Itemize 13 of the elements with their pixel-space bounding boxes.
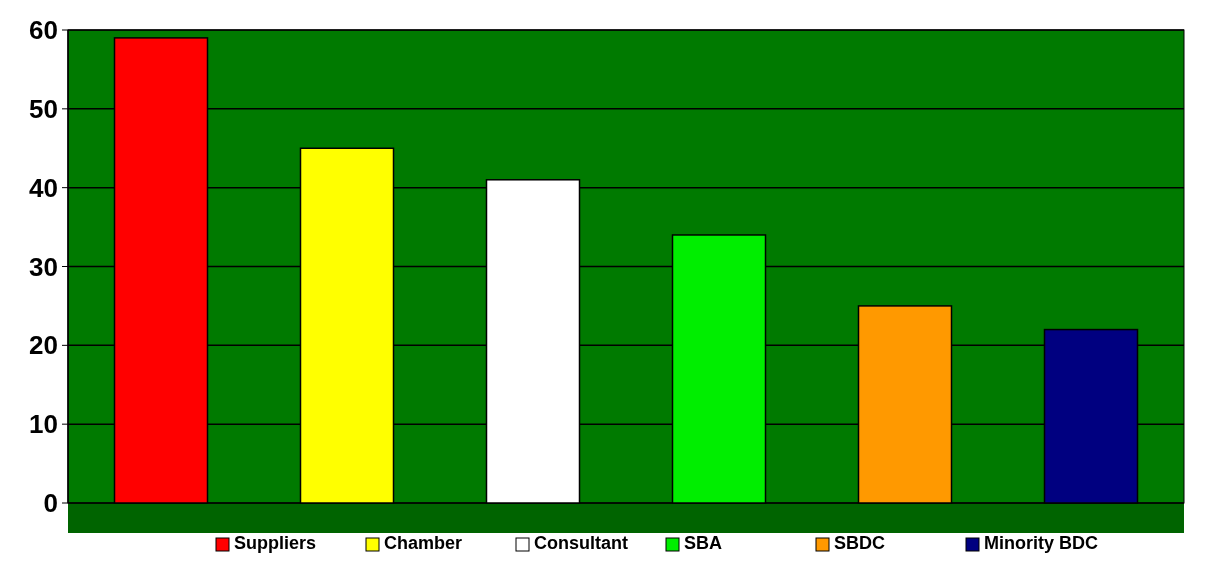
y-tick-label: 60 xyxy=(29,15,58,46)
legend-label: Chamber xyxy=(384,533,463,553)
y-tick-label: 40 xyxy=(29,172,58,203)
y-tick-label: 50 xyxy=(29,93,58,124)
legend-label: Minority BDC xyxy=(984,533,1098,553)
y-tick-label: 30 xyxy=(29,251,58,282)
legend-label: Suppliers xyxy=(234,533,317,553)
legend-label: Consultant xyxy=(534,533,628,553)
y-tick-label: 10 xyxy=(29,409,58,440)
legend-label: SBA xyxy=(684,533,723,553)
y-tick-label: 20 xyxy=(29,330,58,361)
y-tick-label: 0 xyxy=(43,488,58,519)
legend-label: SBDC xyxy=(834,533,886,553)
